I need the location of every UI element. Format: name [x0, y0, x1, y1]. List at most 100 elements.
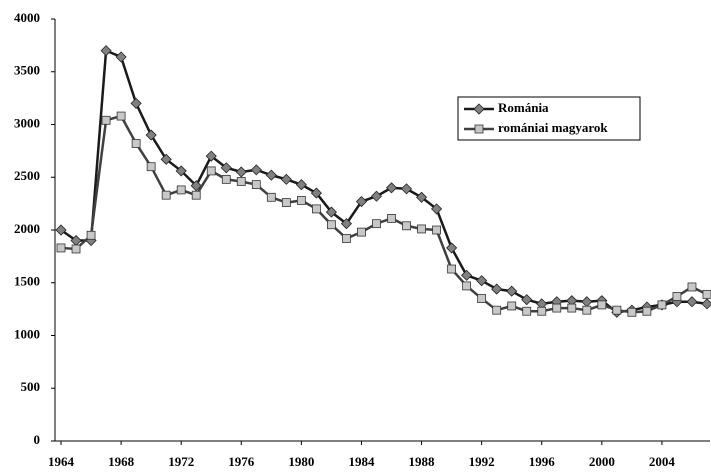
marker — [521, 294, 533, 306]
marker — [71, 244, 81, 254]
marker — [702, 289, 711, 299]
x-tick-label: 1992 — [469, 454, 495, 469]
marker — [146, 162, 156, 172]
x-tick-label: 2000 — [589, 454, 615, 469]
y-tick-label: 2000 — [14, 221, 40, 236]
marker — [206, 166, 216, 176]
marker — [281, 198, 291, 207]
marker — [86, 230, 96, 240]
marker — [370, 190, 383, 202]
marker — [101, 115, 111, 125]
marker — [537, 306, 547, 316]
marker — [432, 225, 441, 235]
marker — [116, 111, 126, 121]
marker — [387, 213, 396, 223]
y-tick-label: 500 — [21, 379, 41, 394]
marker — [235, 166, 247, 178]
legend-marker — [473, 103, 485, 115]
x-tick-label: 1996 — [529, 454, 556, 469]
marker — [461, 269, 473, 281]
marker — [415, 191, 428, 203]
x-tick-label: 1964 — [48, 454, 75, 469]
marker — [266, 192, 276, 202]
marker — [176, 185, 186, 195]
marker — [581, 296, 593, 308]
marker — [175, 165, 187, 177]
marker — [686, 296, 698, 308]
marker — [145, 129, 157, 141]
marker — [627, 307, 637, 317]
y-tick-label: 2500 — [14, 168, 40, 183]
marker — [100, 45, 112, 57]
marker — [265, 169, 277, 181]
marker — [372, 219, 381, 229]
marker — [385, 182, 398, 194]
marker — [296, 196, 306, 205]
legend-marker — [474, 124, 484, 134]
x-tick-label: 2004 — [649, 454, 676, 469]
marker — [295, 179, 307, 191]
marker — [161, 190, 171, 200]
marker — [400, 183, 413, 195]
marker — [355, 195, 368, 208]
marker — [402, 221, 411, 231]
marker — [221, 174, 231, 184]
marker — [507, 301, 517, 311]
marker — [311, 204, 321, 214]
marker — [342, 234, 351, 243]
marker — [160, 153, 172, 165]
marker — [190, 180, 202, 192]
marker — [522, 306, 532, 316]
marker — [447, 264, 457, 274]
marker — [205, 150, 217, 162]
y-tick-label: 4000 — [14, 10, 40, 25]
marker — [582, 305, 592, 315]
marker — [431, 203, 443, 215]
marker — [567, 303, 577, 313]
marker — [492, 305, 502, 315]
marker — [657, 300, 667, 310]
marker — [250, 164, 262, 176]
marker — [477, 294, 487, 303]
marker — [687, 282, 697, 292]
x-tick-label: 1988 — [409, 454, 436, 469]
legend-label: Románia — [498, 100, 549, 115]
marker — [56, 243, 66, 253]
marker — [357, 227, 366, 237]
marker — [491, 283, 503, 295]
x-tick-label: 1972 — [168, 454, 194, 469]
marker — [476, 275, 488, 287]
marker — [597, 300, 607, 310]
marker — [220, 162, 232, 174]
marker — [642, 306, 652, 316]
x-tick-label: 1984 — [348, 454, 375, 469]
marker — [417, 224, 426, 234]
y-tick-label: 1000 — [14, 326, 40, 341]
x-tick-label: 1976 — [228, 454, 255, 469]
x-tick-label: 1968 — [108, 454, 135, 469]
marker — [327, 220, 336, 230]
legend-label: romániai magyarok — [498, 120, 608, 135]
marker — [701, 298, 711, 310]
marker — [191, 190, 201, 200]
y-tick-label: 3500 — [14, 63, 40, 78]
marker — [340, 218, 353, 230]
marker — [280, 173, 292, 185]
marker — [55, 224, 67, 236]
y-tick-label: 1500 — [14, 274, 40, 289]
x-tick-label: 1980 — [288, 454, 314, 469]
y-tick-label: 3000 — [14, 115, 40, 130]
marker — [552, 303, 562, 313]
legend-box — [457, 96, 641, 141]
marker — [612, 305, 622, 315]
marker — [251, 180, 261, 190]
marker — [462, 281, 472, 291]
marker — [236, 177, 246, 186]
marker — [506, 285, 518, 297]
marker — [672, 292, 682, 301]
marker — [115, 51, 127, 63]
marker — [446, 242, 458, 254]
marker — [131, 139, 141, 148]
marker — [130, 97, 142, 109]
